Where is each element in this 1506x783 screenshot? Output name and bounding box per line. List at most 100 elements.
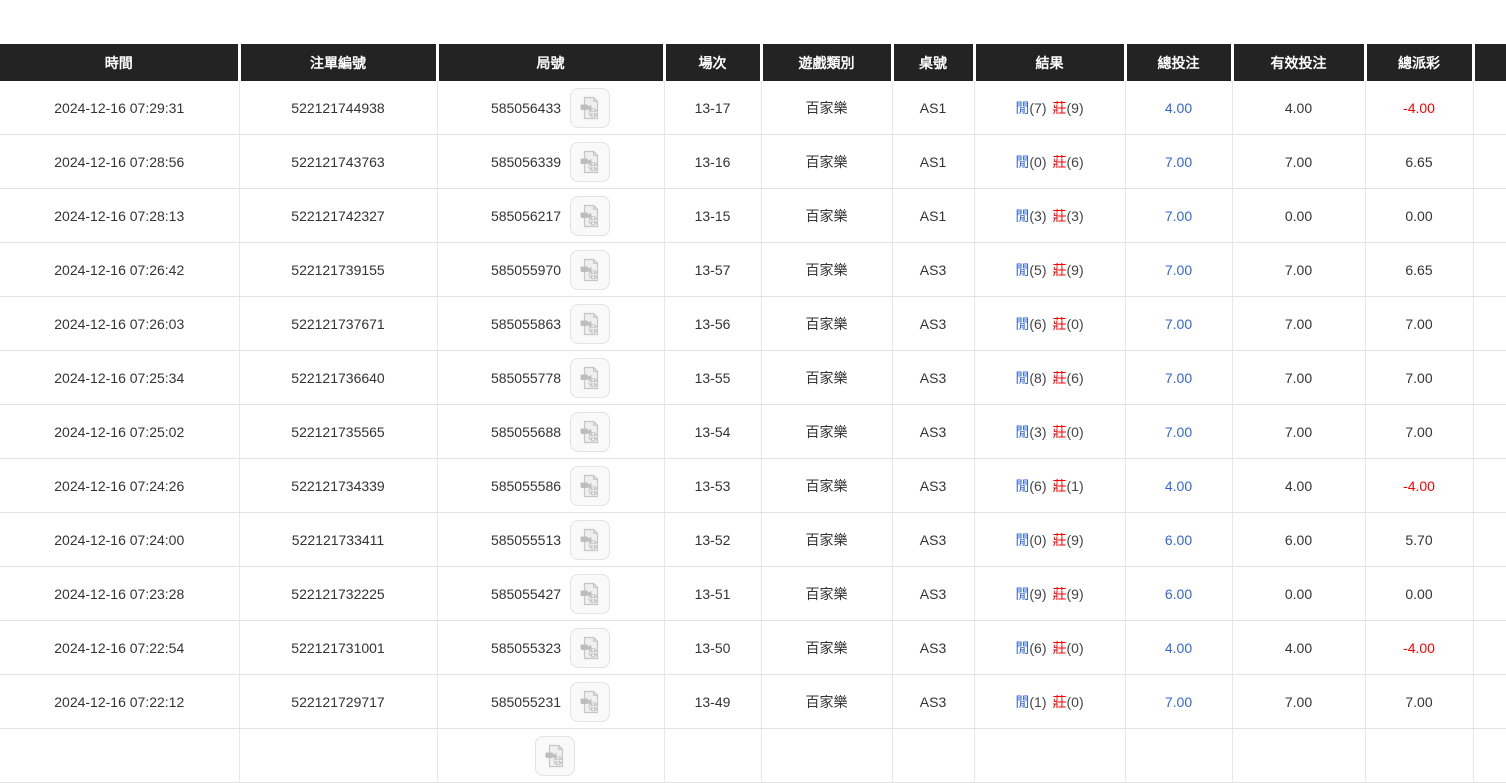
game-type-cell: 百家樂: [760, 620, 892, 675]
total-bet-link[interactable]: 7.00: [1164, 261, 1193, 278]
total-bet-link[interactable]: 7.00: [1164, 315, 1193, 332]
col-valid-bet: 有效投注: [1230, 44, 1365, 81]
table-number-cell: AS1: [891, 81, 974, 135]
video-replay-button[interactable]: [570, 141, 611, 182]
valid-bet-cell: 0.00: [1231, 566, 1365, 621]
time-cell: 2024-12-16 07:24:26: [0, 458, 239, 513]
video-replay-button[interactable]: [570, 519, 611, 560]
result-cell: 閒(8) 莊(6): [973, 350, 1125, 405]
table-row: 2024-12-16 07:28:13 522121742327 5850562…: [0, 188, 1506, 243]
total-bet-link[interactable]: 7.00: [1164, 423, 1193, 440]
total-payout-cell: 0.00: [1364, 188, 1473, 243]
game-type-cell: 百家樂: [760, 458, 892, 513]
extra-cell: [1472, 134, 1506, 189]
table-row: 2024-12-16 07:24:00 522121733411 5850555…: [0, 512, 1506, 567]
video-replay-button[interactable]: [535, 735, 575, 776]
video-replay-button[interactable]: [570, 681, 611, 722]
video-replay-button[interactable]: [570, 195, 611, 236]
bet-number-cell: 522121732225: [238, 566, 437, 621]
video-replay-button[interactable]: [570, 627, 611, 668]
result-banker-label: 莊: [1052, 531, 1067, 548]
total-bet-cell: 7.00: [1124, 188, 1232, 243]
valid-bet-cell: 4.00: [1231, 458, 1365, 513]
total-bet-link[interactable]: 7.00: [1164, 369, 1193, 386]
round-number-cell: 585056217: [436, 188, 664, 243]
total-payout-cell: 7.00: [1364, 350, 1473, 405]
total-bet-link[interactable]: 4.00: [1164, 477, 1193, 494]
video-icon: [578, 420, 602, 444]
result-banker-score: (0): [1066, 639, 1084, 656]
table-number-cell: AS3: [891, 512, 974, 567]
round-number-cell: 585055863: [436, 296, 664, 351]
game-type-cell: 百家樂: [760, 350, 892, 405]
video-replay-button[interactable]: [570, 411, 611, 452]
game-type-cell: 百家樂: [760, 512, 892, 567]
result-player-score: (1): [1029, 693, 1047, 710]
game-type-cell: 百家樂: [760, 404, 892, 459]
result-player-label: 閒: [1015, 207, 1030, 224]
video-replay-button[interactable]: [570, 249, 611, 290]
bet-number-cell: 522121743763: [238, 134, 437, 189]
result-player-score: (0): [1029, 153, 1047, 170]
total-bet-link[interactable]: 7.00: [1164, 153, 1193, 170]
total-bet-link[interactable]: 4.00: [1164, 639, 1193, 656]
bet-number-cell: 522121744938: [238, 81, 437, 135]
video-icon: [578, 312, 602, 336]
video-replay-button[interactable]: [570, 357, 611, 398]
result-player-score: (5): [1029, 261, 1047, 278]
round-number: 585056217: [490, 207, 562, 224]
bet-number-cell: 522121733411: [238, 512, 437, 567]
result-player-score: (3): [1029, 207, 1047, 224]
total-bet-link[interactable]: 6.00: [1164, 531, 1193, 548]
total-bet-link[interactable]: 4.00: [1164, 99, 1193, 116]
result-banker-label: 莊: [1052, 477, 1067, 494]
result-banker-label: 莊: [1052, 369, 1067, 386]
total-payout-cell: 6.65: [1364, 242, 1473, 297]
valid-bet-cell: 6.00: [1231, 512, 1365, 567]
video-replay-button[interactable]: [570, 465, 611, 506]
result-cell: 閒(3) 莊(0): [973, 404, 1125, 459]
col-total-payout: 總派彩: [1363, 44, 1473, 81]
total-payout-cell: 7.00: [1364, 296, 1473, 351]
table-row: 2024-12-16 07:29:31 522121744938 5850564…: [0, 81, 1506, 135]
result-banker-score: (0): [1066, 693, 1084, 710]
total-payout-cell: 5.70: [1364, 512, 1473, 567]
result-banker-label: 莊: [1052, 207, 1067, 224]
extra-cell: [1472, 350, 1506, 405]
video-icon: [578, 636, 602, 660]
total-bet-link[interactable]: 7.00: [1164, 693, 1193, 710]
result-cell: 閒(7) 莊(9): [973, 81, 1125, 135]
result-player-score: (6): [1029, 639, 1047, 656]
total-bet-cell: 7.00: [1124, 242, 1232, 297]
result-banker-label: 莊: [1052, 99, 1067, 116]
valid-bet-cell: 7.00: [1231, 242, 1365, 297]
round-number-cell: 585055231: [436, 674, 664, 729]
result-player-label: 閒: [1015, 423, 1030, 440]
table-header: 時間 注單編號 局號 場次 遊戲類別 桌號 結果 總投注 有效投注 總派彩: [0, 44, 1506, 81]
video-icon: [578, 150, 602, 174]
bet-number-cell: 522121742327: [238, 188, 437, 243]
extra-cell: [1472, 620, 1506, 675]
extra-cell: [1472, 674, 1506, 729]
result-cell: 閒(9) 莊(9): [973, 566, 1125, 621]
total-bet-link[interactable]: 7.00: [1164, 207, 1193, 224]
video-replay-button[interactable]: [570, 573, 611, 614]
result-player-label: 閒: [1015, 639, 1030, 656]
total-payout-cell: 0.00: [1364, 566, 1473, 621]
game-type-cell: 百家樂: [760, 296, 892, 351]
video-replay-button[interactable]: [570, 303, 611, 344]
video-icon: [578, 204, 602, 228]
time-cell: 2024-12-16 07:29:31: [0, 81, 239, 135]
bet-number-cell: 522121736640: [238, 350, 437, 405]
time-cell: 2024-12-16 07:28:13: [0, 188, 239, 243]
session-cell: 13-52: [663, 512, 761, 567]
total-bet-link[interactable]: 6.00: [1164, 585, 1193, 602]
round-number: 585055427: [490, 585, 562, 602]
table-body: 2024-12-16 07:29:31 522121744938 5850564…: [0, 81, 1506, 783]
result-cell: 閒(0) 莊(6): [973, 134, 1125, 189]
video-replay-button[interactable]: [570, 87, 611, 128]
result-banker-label: 莊: [1052, 315, 1067, 332]
extra-cell: [1472, 188, 1506, 243]
result-player-label: 閒: [1015, 261, 1030, 278]
total-bet-cell: 7.00: [1124, 134, 1232, 189]
